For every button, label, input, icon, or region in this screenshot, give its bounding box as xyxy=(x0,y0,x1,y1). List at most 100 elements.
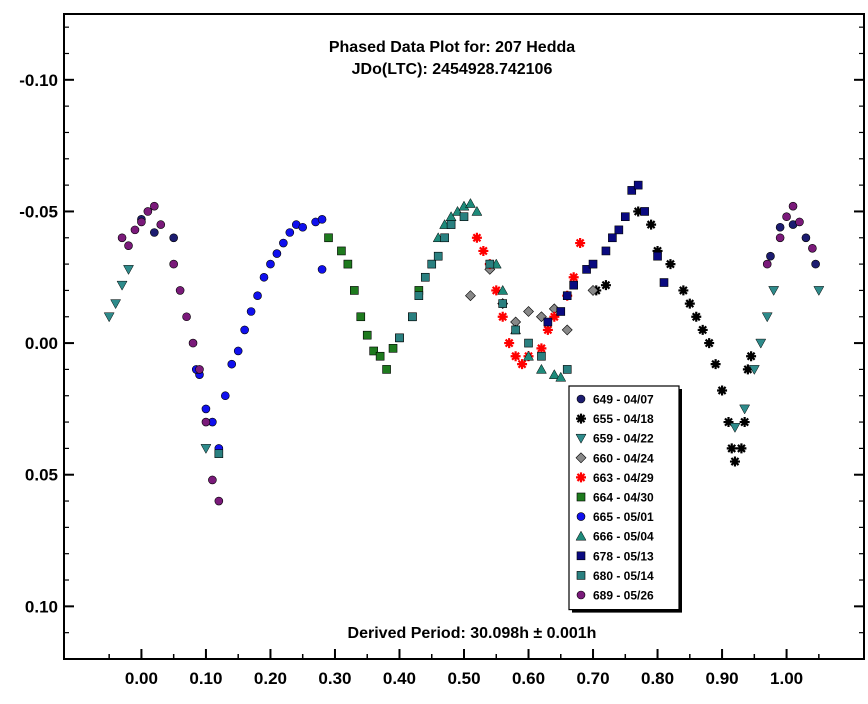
data-point xyxy=(233,346,243,356)
legend-marker xyxy=(576,551,586,561)
data-point xyxy=(775,222,785,232)
data-point xyxy=(736,443,747,454)
data-point xyxy=(433,251,443,261)
data-point xyxy=(627,186,637,195)
data-point xyxy=(440,233,449,243)
data-point xyxy=(395,333,404,343)
data-point xyxy=(214,449,224,458)
legend-marker xyxy=(576,472,586,483)
data-point xyxy=(375,351,385,361)
data-point xyxy=(620,212,630,222)
data-point xyxy=(143,207,153,216)
legend: 649 - 04/07 655 - 04/18 659 - 04/22 660 - 0… xyxy=(568,385,682,613)
data-point xyxy=(130,225,140,235)
data-point xyxy=(761,312,773,323)
data-point xyxy=(279,238,288,248)
y-tick-label: 0.10 xyxy=(25,597,58,616)
data-point xyxy=(343,259,353,269)
data-point xyxy=(766,251,775,261)
data-point xyxy=(200,444,212,454)
legend-marker xyxy=(576,413,586,424)
series-10 xyxy=(117,201,817,506)
data-point xyxy=(110,299,122,310)
data-point xyxy=(195,365,204,374)
data-point xyxy=(729,423,741,433)
data-point xyxy=(746,351,757,362)
data-point xyxy=(587,285,599,296)
data-point xyxy=(542,324,553,335)
data-point xyxy=(253,291,262,300)
data-point xyxy=(729,456,740,467)
legend-entry-label: 659 - 04/22 xyxy=(593,432,654,446)
data-point xyxy=(317,215,327,224)
data-point xyxy=(633,206,644,217)
y-tick-label: 0.05 xyxy=(25,466,58,485)
axes: 0.00 0.10 0.20 0.30 0.40 0.50 0.60 0.70 0.80 0.90… xyxy=(19,26,864,688)
legend-marker xyxy=(576,512,586,521)
series-9 xyxy=(214,212,572,458)
data-point xyxy=(285,228,295,237)
data-point xyxy=(103,312,115,323)
data-point xyxy=(691,311,702,322)
data-point xyxy=(748,365,760,375)
data-point xyxy=(659,278,669,287)
data-point xyxy=(614,225,624,235)
data-point xyxy=(710,359,721,370)
data-point xyxy=(523,350,534,361)
legend-marker xyxy=(575,433,587,444)
legend-entry-label: 680 - 05/14 xyxy=(593,569,654,583)
data-point xyxy=(124,241,133,250)
data-point xyxy=(123,265,134,275)
data-point xyxy=(795,217,804,227)
data-point xyxy=(471,205,483,216)
series-8 xyxy=(543,180,669,327)
data-point xyxy=(362,330,372,340)
data-point xyxy=(549,311,560,322)
derived-period-label: Derived Period: 30.098h ± 0.001h xyxy=(348,625,597,642)
y-tick-label: -0.05 xyxy=(19,202,58,221)
data-point xyxy=(600,280,611,291)
data-point xyxy=(608,233,617,243)
data-point xyxy=(684,298,695,309)
data-point xyxy=(726,443,737,454)
data-point xyxy=(788,201,798,211)
data-point xyxy=(717,385,728,396)
data-point xyxy=(523,306,534,317)
data-point xyxy=(569,280,578,290)
data-point xyxy=(813,286,825,296)
data-point xyxy=(182,312,191,322)
data-point xyxy=(537,351,546,361)
chart-subtitle: JDo(LTC): 2454928.742106 xyxy=(352,61,553,78)
data-point xyxy=(259,272,269,282)
data-point xyxy=(535,363,547,374)
x-tick-label: 0.60 xyxy=(512,669,545,688)
data-point xyxy=(137,217,146,227)
data-points xyxy=(103,180,825,506)
data-point xyxy=(808,244,817,253)
data-point xyxy=(175,286,185,295)
legend-entry-label: 655 - 04/18 xyxy=(593,412,654,426)
series-2 xyxy=(103,265,825,454)
data-point xyxy=(536,343,547,354)
data-point xyxy=(471,232,482,243)
legend-entry-label: 663 - 04/29 xyxy=(593,471,654,485)
data-point xyxy=(568,272,579,283)
data-point xyxy=(388,344,398,353)
data-point xyxy=(298,222,308,232)
legend-marker xyxy=(576,590,586,600)
series-3 xyxy=(465,263,599,336)
data-point xyxy=(465,198,476,208)
legend-entry-label: 666 - 05/04 xyxy=(593,530,654,544)
data-point xyxy=(775,233,785,243)
data-point xyxy=(562,365,572,374)
x-tick-label: 0.10 xyxy=(189,669,222,688)
x-tick-label: 0.90 xyxy=(706,669,739,688)
data-point xyxy=(762,259,772,269)
data-point xyxy=(739,417,750,428)
data-point xyxy=(201,417,211,427)
data-point xyxy=(356,312,366,322)
data-point xyxy=(697,324,708,335)
data-point xyxy=(220,391,230,401)
x-tick-label: 0.80 xyxy=(641,669,674,688)
